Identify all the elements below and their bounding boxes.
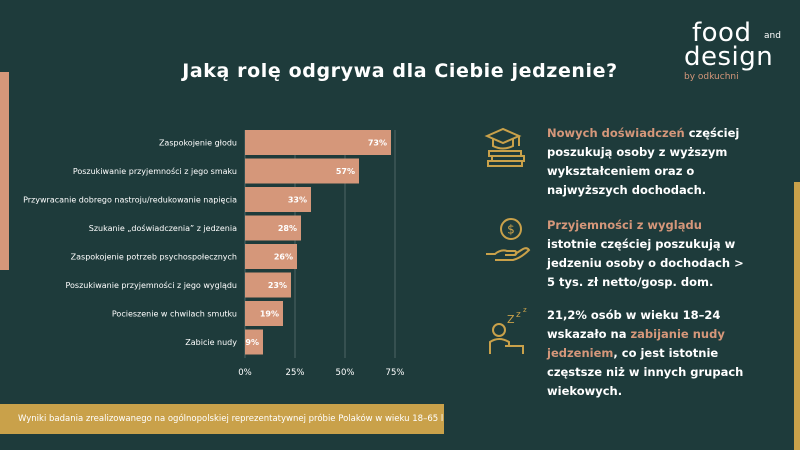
data-label: 57% <box>336 167 355 176</box>
svg-text:$: $ <box>507 223 515 237</box>
x-tick-label: 75% <box>386 368 405 378</box>
insight-2: Przyjemności z wyglądu istotnie częściej… <box>547 216 747 292</box>
right-accent-bar <box>794 182 800 450</box>
category-label: Poszukiwanie przyjemności z jego wyglądu <box>66 280 238 290</box>
x-tick-label: 25% <box>286 368 305 378</box>
bar <box>245 158 359 184</box>
data-label: 23% <box>268 281 287 290</box>
data-label: 9% <box>245 338 259 347</box>
data-label: 19% <box>260 310 279 319</box>
insight-3: 21,2% osób w wieku 18–24 wskazało na zab… <box>547 306 773 401</box>
graduation-books-icon <box>484 127 525 167</box>
bar <box>245 244 297 269</box>
data-label: 33% <box>288 196 307 205</box>
bar <box>245 301 283 326</box>
insight-1-highlight: Nowych doświadczeń <box>547 126 685 140</box>
svg-text:Z: Z <box>507 313 515 326</box>
data-label: 73% <box>368 139 387 148</box>
category-label: Zabicie nudy <box>185 338 237 347</box>
category-label: Zaspokojenie potrzeb psychospołecznych <box>71 253 237 262</box>
logo-byline: by odkuchni <box>684 72 739 82</box>
x-tick-label: 0% <box>238 368 252 378</box>
page-title: Jaką rolę odgrywa dla Ciebie jedzenie? <box>182 60 618 82</box>
insight-3-text-after: , co jest istotnie częstsze niż w innych… <box>547 346 744 398</box>
category-label: Szukanie „doświadczenia” z jedzenia <box>89 223 237 233</box>
bored-person-icon: Z z z <box>489 306 527 354</box>
category-label: Zaspokojenie głodu <box>159 139 237 148</box>
category-label: Poszukiwanie przyjemności z jego smaku <box>73 166 237 176</box>
bar <box>245 215 301 241</box>
data-label: 28% <box>278 224 297 233</box>
data-label: 26% <box>274 253 293 262</box>
category-label: Przywracanie dobrego nastroju/redukowani… <box>23 196 237 205</box>
bar <box>245 329 263 355</box>
svg-text:z: z <box>516 310 521 320</box>
logo-food: food <box>692 18 752 48</box>
x-tick-label: 50% <box>336 368 355 378</box>
footer-note: Wyniki badania zrealizowanego na ogólnop… <box>0 404 444 434</box>
svg-text:z: z <box>523 306 527 314</box>
bar <box>245 130 391 155</box>
left-accent-bar <box>0 72 9 270</box>
insight-1: Nowych doświadczeń częściej poszukują os… <box>547 124 769 200</box>
category-label: Pocieszenie w chwilach smutku <box>112 310 237 319</box>
logo-design: design <box>684 42 774 72</box>
insight-1-text: częściej poszukują osoby z wyższym wyksz… <box>547 126 740 197</box>
logo-and: and <box>764 31 781 41</box>
bar <box>245 187 311 212</box>
money-hand-icon: $ <box>486 218 531 261</box>
bar <box>245 272 291 298</box>
insight-2-text: istotnie częściej poszukują w jedzeniu o… <box>547 237 744 289</box>
insight-2-highlight: Przyjemności z wyglądu <box>547 218 702 232</box>
insight-3-highlight: zabijanie nudy jedzeniem <box>547 327 725 360</box>
insight-3-text-before: 21,2% osób w wieku 18–24 wskazało na <box>547 308 721 341</box>
